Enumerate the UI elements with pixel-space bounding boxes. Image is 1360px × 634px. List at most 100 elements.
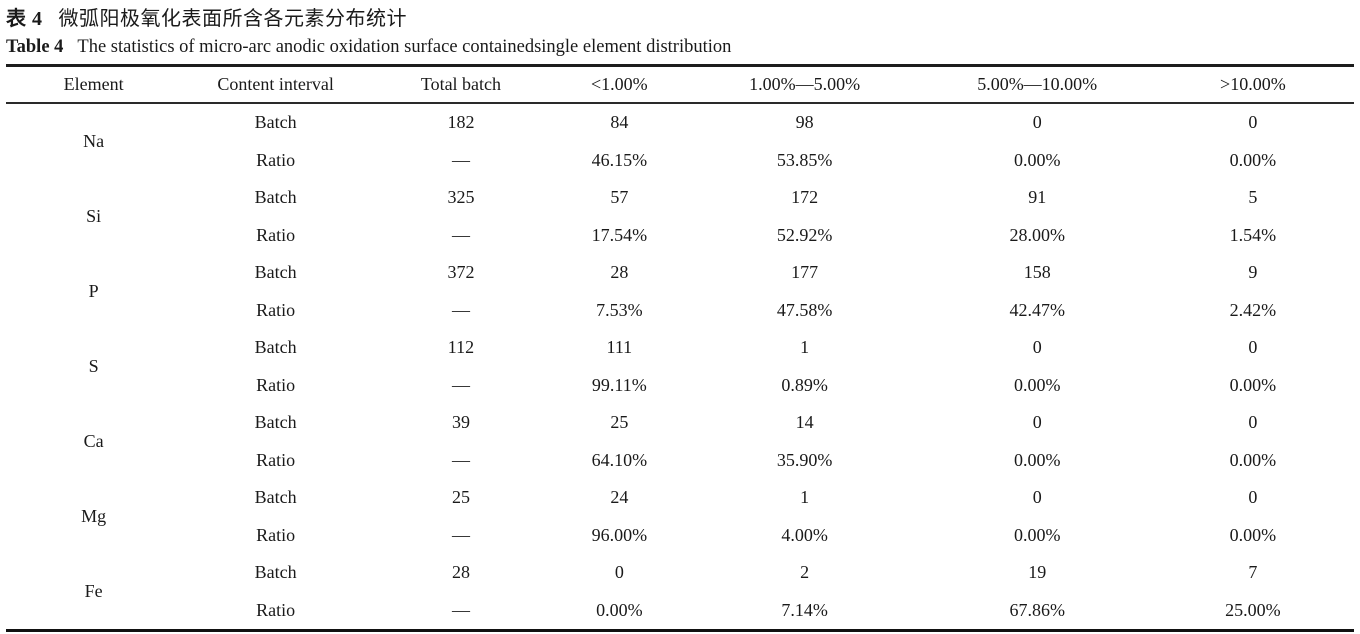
row-label-cell: Batch [254, 262, 297, 283]
value-cell: 96.00% [591, 524, 648, 545]
header-cell-lt-1pct: <1.00% [551, 65, 687, 104]
value-cell: 46.15% [591, 149, 648, 170]
value-cell: 7 [1248, 562, 1258, 583]
row-label-cell: Batch [254, 112, 297, 133]
element-cell: Si [86, 206, 102, 226]
value-cell: 325 [447, 187, 475, 208]
value-cell: 177 [791, 262, 819, 283]
value-cell: 28.00% [1009, 224, 1065, 245]
value-cell: 0 [1032, 412, 1042, 433]
table-row-ratio: Ratio — 0.00% 7.14% 67.86% 25.00% [6, 592, 1354, 631]
table-caption-chinese: 表 4 微弧阳极氧化表面所含各元素分布统计 [6, 5, 1354, 33]
value-cell: 14 [795, 412, 814, 433]
value-cell: — [451, 374, 470, 395]
value-cell: 67.86% [1009, 599, 1065, 620]
element-cell: Na [83, 131, 105, 151]
value-cell: — [451, 299, 470, 320]
row-label-cell: Batch [254, 187, 297, 208]
table-row-batch: S Batch 112 111 1 0 0 [6, 329, 1354, 376]
header-cell-gt-10pct: >10.00% [1151, 65, 1354, 104]
value-cell: 0.00% [1013, 524, 1061, 545]
table-caption-chinese-text: 微弧阳极氧化表面所含各元素分布统计 [58, 8, 407, 30]
header-cell-1-5pct: 1.00%—5.00% [686, 65, 923, 104]
value-cell: 0 [1032, 487, 1042, 508]
value-cell: 111 [606, 337, 633, 358]
row-label-cell: Batch [254, 562, 297, 583]
table-header: Element Content interval Total batch <1.… [6, 65, 1354, 104]
statistics-table: Element Content interval Total batch <1.… [6, 64, 1354, 632]
value-cell: 0 [1248, 487, 1258, 508]
row-label-cell: Ratio [256, 224, 296, 245]
value-cell: 25 [610, 412, 629, 433]
value-cell: 2 [800, 562, 810, 583]
value-cell: 9 [1248, 262, 1258, 283]
value-cell: 158 [1023, 262, 1051, 283]
table-row-batch: Mg Batch 25 24 1 0 0 [6, 479, 1354, 526]
value-cell: 35.90% [776, 449, 833, 470]
value-cell: 0.89% [781, 374, 828, 395]
value-cell: 112 [447, 337, 475, 358]
header-cell-content-interval: Content interval [181, 65, 370, 104]
value-cell: 24 [610, 487, 629, 508]
value-cell: 7.14% [781, 599, 828, 620]
table-caption-english-label: Table 4 [6, 37, 64, 57]
row-label-cell: Ratio [256, 374, 296, 395]
value-cell: 0 [1248, 337, 1258, 358]
value-cell: 99.11% [591, 374, 647, 395]
table-header-row: Element Content interval Total batch <1.… [6, 65, 1354, 104]
value-cell: 4.00% [781, 524, 828, 545]
value-cell: 47.58% [776, 299, 833, 320]
value-cell: 17.54% [591, 224, 648, 245]
value-cell: — [451, 524, 470, 545]
table-caption-english: Table 4 The statistics of micro-arc anodi… [6, 34, 1354, 60]
table-row-batch: Na Batch 182 84 98 0 0 [6, 103, 1354, 151]
table-row-ratio: Ratio — 99.11% 0.89% 0.00% 0.00% [6, 367, 1354, 405]
table-row-batch: Ca Batch 39 25 14 0 0 [6, 404, 1354, 451]
value-cell: — [451, 224, 470, 245]
value-cell: 57 [610, 187, 629, 208]
element-cell: Fe [84, 581, 103, 601]
table-caption-chinese-label: 表 4 [6, 8, 43, 30]
value-cell: 0.00% [1229, 149, 1277, 170]
table-row-batch: P Batch 372 28 177 158 9 [6, 254, 1354, 301]
table-row-ratio: Ratio — 96.00% 4.00% 0.00% 0.00% [6, 517, 1354, 555]
value-cell: 28 [451, 562, 470, 583]
value-cell: 2.42% [1229, 299, 1277, 320]
row-label-cell: Batch [254, 337, 297, 358]
value-cell: 84 [610, 112, 629, 133]
value-cell: 5 [1248, 187, 1258, 208]
value-cell: 7.53% [596, 299, 643, 320]
table-row-ratio: Ratio — 46.15% 53.85% 0.00% 0.00% [6, 142, 1354, 180]
element-cell: Mg [81, 506, 107, 526]
value-cell: — [451, 449, 470, 470]
table-row-batch: Si Batch 325 57 172 91 5 [6, 179, 1354, 226]
row-label-cell: Ratio [256, 149, 296, 170]
value-cell: 0.00% [1229, 449, 1277, 470]
value-cell: — [451, 599, 470, 620]
row-label-cell: Batch [254, 412, 297, 433]
element-cell: Ca [83, 431, 104, 451]
value-cell: 0 [1248, 112, 1258, 133]
value-cell: — [451, 149, 470, 170]
value-cell: 1 [800, 337, 810, 358]
value-cell: 53.85% [776, 149, 833, 170]
value-cell: 64.10% [591, 449, 648, 470]
value-cell: 25.00% [1225, 599, 1281, 620]
value-cell: 19 [1028, 562, 1047, 583]
value-cell: 172 [791, 187, 819, 208]
header-cell-element: Element [6, 65, 182, 104]
row-label-cell: Ratio [256, 524, 296, 545]
header-cell-total-batch: Total batch [369, 65, 552, 104]
value-cell: 0 [1032, 337, 1042, 358]
table-caption-english-text: The statistics of micro-arc anodic oxida… [77, 37, 732, 57]
element-cell: S [88, 356, 99, 376]
value-cell: 39 [451, 412, 470, 433]
row-label-cell: Ratio [256, 299, 296, 320]
table-row-ratio: Ratio — 17.54% 52.92% 28.00% 1.54% [6, 217, 1354, 255]
value-cell: 1 [800, 487, 810, 508]
value-cell: 0 [1032, 112, 1042, 133]
value-cell: 0.00% [1229, 374, 1277, 395]
value-cell: 0.00% [1013, 449, 1061, 470]
value-cell: 0 [614, 562, 624, 583]
